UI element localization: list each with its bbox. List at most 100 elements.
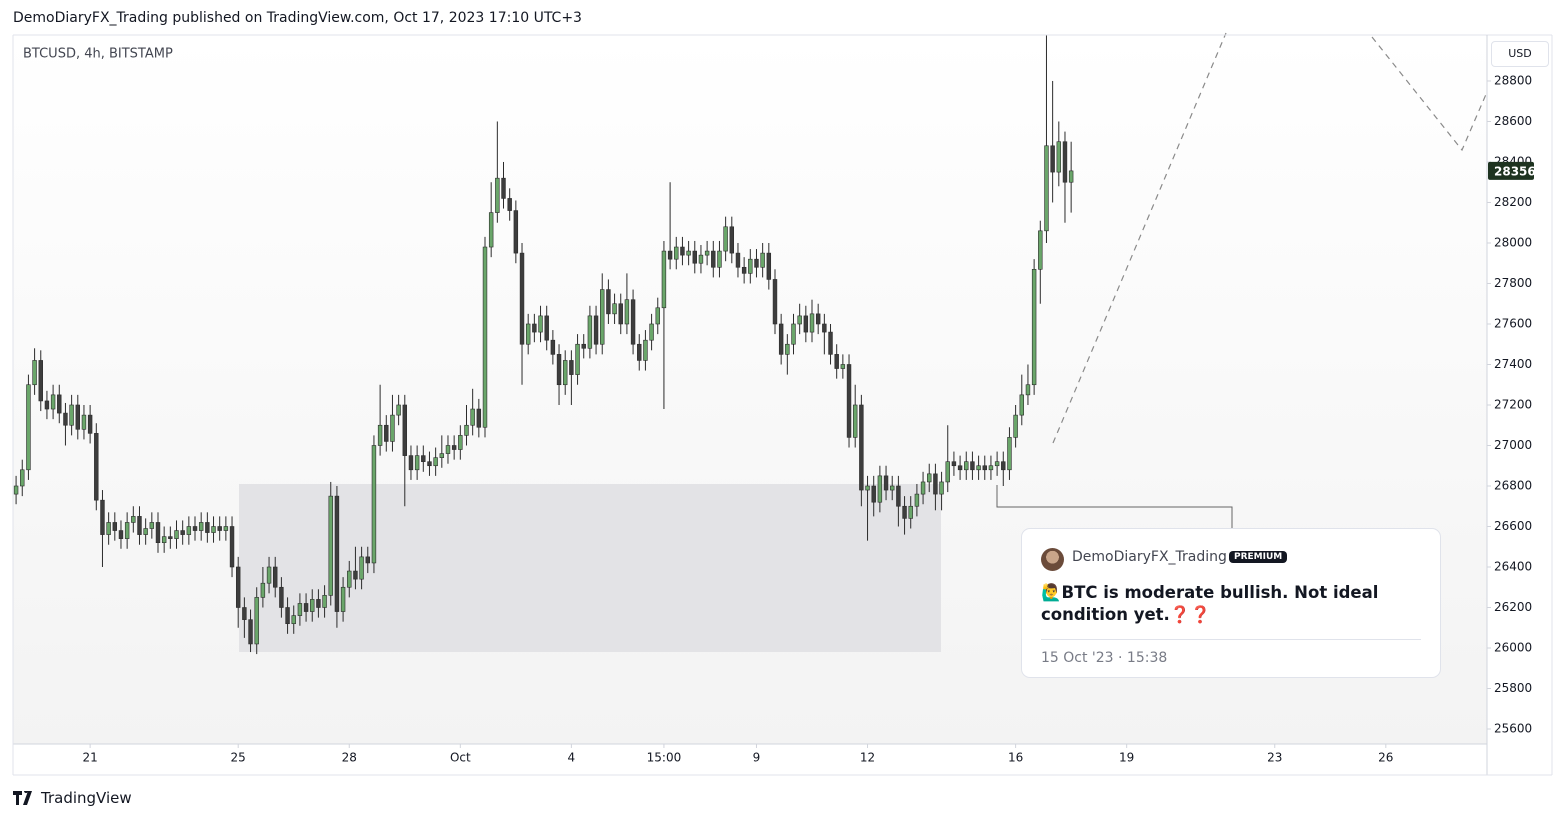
y-tick-label: 27400 xyxy=(1494,357,1532,371)
note-author[interactable]: DemoDiaryFX_Trading xyxy=(1072,549,1227,565)
candle-body xyxy=(131,516,136,523)
candle-body xyxy=(920,481,926,495)
candle-body xyxy=(57,394,62,414)
candle-body xyxy=(211,526,216,533)
candle-body xyxy=(723,226,728,252)
candle-body xyxy=(143,528,148,535)
candle-body xyxy=(711,250,716,268)
candle-body xyxy=(223,526,229,531)
candle-body xyxy=(273,566,278,588)
last-price-tag xyxy=(1488,161,1534,180)
x-tick-label: 16 xyxy=(1008,751,1023,765)
candle-body xyxy=(606,289,611,315)
candle-body xyxy=(1025,384,1031,396)
candle-body xyxy=(717,250,722,268)
y-tick-label: 26000 xyxy=(1494,641,1532,655)
candle-body xyxy=(803,315,809,333)
candle-body xyxy=(69,404,74,426)
candle-body xyxy=(75,404,80,430)
candle-body xyxy=(815,313,821,325)
candle-body xyxy=(951,461,957,467)
candle-body xyxy=(970,461,975,471)
candle-body xyxy=(593,315,599,345)
candle-body xyxy=(38,360,43,402)
candle-body xyxy=(495,177,500,213)
candle-body xyxy=(630,299,636,345)
x-tick-label: 25 xyxy=(231,751,246,765)
candle-body xyxy=(328,495,333,596)
y-tick-label: 26800 xyxy=(1494,478,1532,492)
y-tick-label: 25800 xyxy=(1494,681,1532,695)
x-tick-label: Oct xyxy=(450,751,471,765)
candle-body xyxy=(754,258,759,268)
symbol-label: BTCUSD, 4h, BITSTAMP xyxy=(23,47,173,62)
candle-body xyxy=(205,522,210,533)
candle-body xyxy=(303,603,309,612)
candle-body xyxy=(501,177,506,199)
candle-body xyxy=(112,522,118,531)
y-tick-label: 27600 xyxy=(1494,316,1532,330)
candle-body xyxy=(155,522,161,544)
projection-line xyxy=(1371,36,1488,152)
candle-body xyxy=(94,433,99,501)
candle-body xyxy=(698,254,704,264)
currency-button[interactable]: USD xyxy=(1491,41,1549,67)
candle-body xyxy=(322,595,327,608)
candle-body xyxy=(408,455,414,471)
candle-body xyxy=(1007,437,1012,471)
candle-body xyxy=(118,530,124,539)
avatar xyxy=(1041,548,1064,571)
candle-body xyxy=(890,485,895,491)
candle-body xyxy=(927,473,932,483)
candle-body xyxy=(1062,141,1068,183)
candle-body xyxy=(149,522,155,529)
candle-body xyxy=(550,339,556,355)
candle-body xyxy=(433,457,438,467)
candle-body xyxy=(896,485,901,507)
candle-body xyxy=(964,461,969,471)
candle-body xyxy=(402,404,408,456)
candle-body xyxy=(661,250,667,309)
candle-body xyxy=(766,252,772,280)
candle-body xyxy=(464,424,469,436)
x-tick-label: 26 xyxy=(1378,751,1393,765)
candle-body xyxy=(32,360,37,386)
candle-body xyxy=(612,303,617,315)
separator xyxy=(1041,639,1421,640)
candle-body xyxy=(877,475,883,503)
candle-body xyxy=(859,404,864,491)
candle-body xyxy=(933,473,938,495)
candle-body xyxy=(427,461,432,467)
candle-body xyxy=(310,599,315,612)
candle-body xyxy=(624,299,630,325)
candle-body xyxy=(748,258,753,274)
candle-body xyxy=(828,331,833,355)
candle-body xyxy=(883,475,889,491)
candle-body xyxy=(791,323,796,345)
candle-body xyxy=(137,516,142,535)
candle-body xyxy=(384,424,389,442)
candle-body xyxy=(476,408,482,428)
candle-body xyxy=(174,530,179,539)
header: DemoDiaryFX_Trading published on Trading… xyxy=(13,10,582,26)
y-tick-label: 28800 xyxy=(1494,73,1532,87)
candle-body xyxy=(81,414,87,430)
candle-body xyxy=(822,323,827,333)
candle-body xyxy=(13,485,19,495)
y-tick-label: 27800 xyxy=(1494,276,1532,290)
candle-body xyxy=(840,364,846,369)
candle-body xyxy=(266,566,272,584)
projection-line xyxy=(1052,32,1227,444)
candle-body xyxy=(1068,170,1074,183)
candle-body xyxy=(575,343,580,375)
x-tick-label: 19 xyxy=(1119,751,1134,765)
candle-body xyxy=(643,339,648,361)
candle-body xyxy=(488,212,494,248)
note-connector xyxy=(996,485,1233,528)
candle-body xyxy=(525,323,531,345)
y-tick-label: 28000 xyxy=(1494,235,1532,249)
candle-body xyxy=(421,455,426,462)
candle-body xyxy=(982,465,987,471)
candle-body xyxy=(939,481,944,495)
